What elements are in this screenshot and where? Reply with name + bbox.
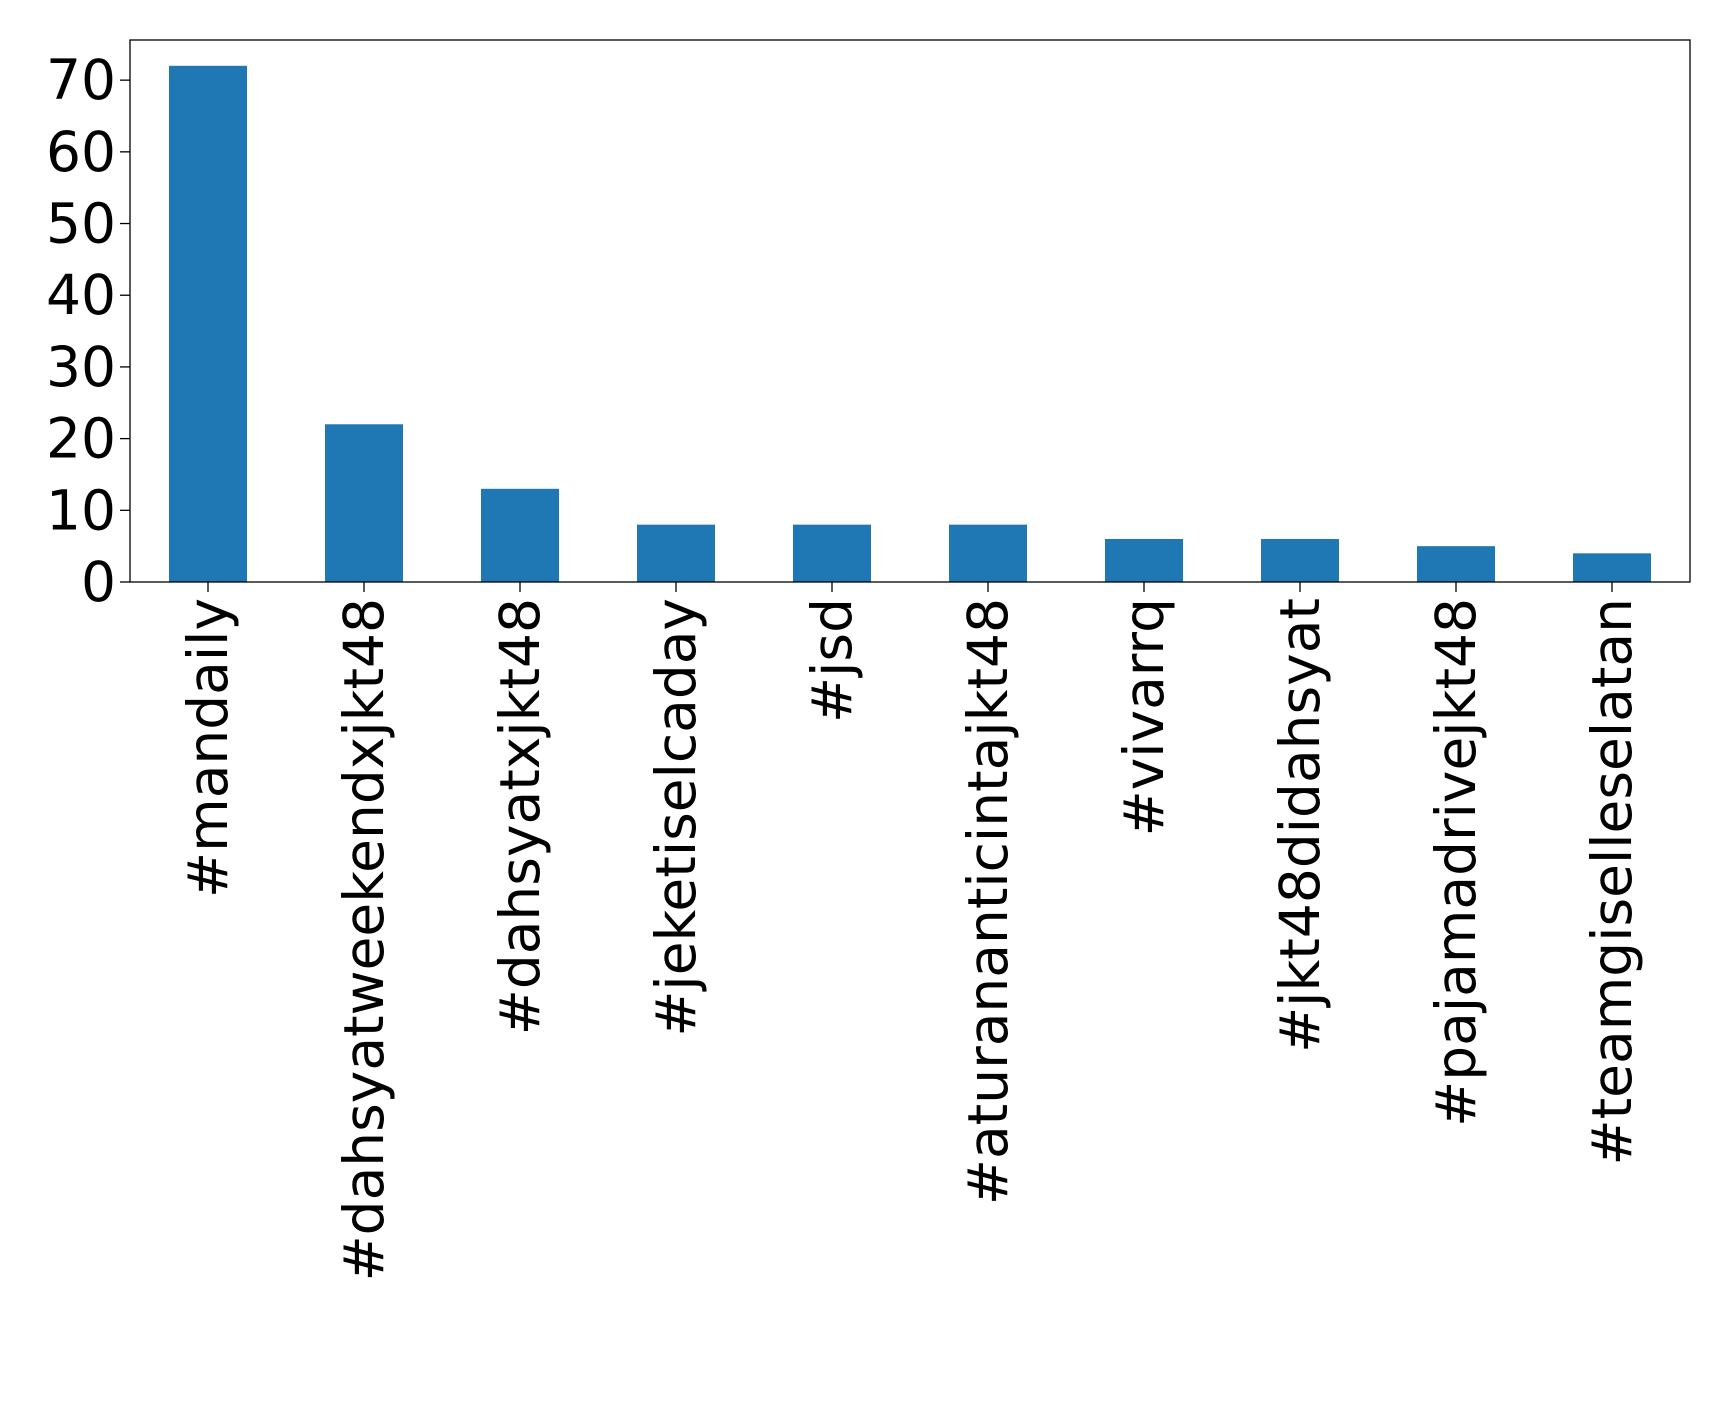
y-axis: 0 10 20 30 40 50 60 70 (46, 48, 130, 614)
plot-frame (129, 39, 1691, 583)
x-tick-label: #mandaily (176, 598, 240, 898)
y-tick-label: 70 (46, 48, 116, 112)
y-tick-label: 50 (46, 192, 116, 256)
bar-jsd (793, 524, 871, 582)
bar-jeketiselcaday (637, 524, 715, 582)
y-tick-label: 0 (81, 550, 116, 614)
x-tick-label: #pajamadrivejkt48 (1424, 598, 1488, 1127)
x-tick-label: #vivarrq (1112, 598, 1176, 836)
x-tick-label: #jeketiselcaday (644, 598, 708, 1037)
bar-vivarrq (1105, 538, 1183, 582)
x-tick-label: #teamgiselleselatan (1580, 598, 1644, 1165)
x-axis: #mandaily #dahsyatweekendxjkt48 #dahsyatxj… (176, 582, 1644, 1281)
x-tick-label: #jkt48didahsyat (1268, 598, 1332, 1053)
y-tick-label: 60 (46, 120, 116, 184)
bar-aturananticintajkt48 (949, 524, 1027, 582)
y-tick-label: 30 (46, 335, 116, 399)
bar-jkt48didahsyat (1261, 538, 1339, 582)
bar-teamgiselleselatan (1573, 553, 1651, 582)
bar-dahsyatxjkt48 (481, 488, 559, 582)
x-tick-label: #jsd (800, 598, 864, 723)
y-tick-label: 10 (46, 478, 116, 542)
x-tick-label: #aturananticintajkt48 (956, 598, 1020, 1205)
x-tick-label: #dahsyatweekendxjkt48 (332, 598, 396, 1281)
bars-group (169, 65, 1651, 583)
bar-dahsyatweekendxjkt48 (325, 424, 403, 582)
bar-pajamadrivejkt48 (1417, 546, 1495, 582)
x-tick-label: #dahsyatxjkt48 (488, 598, 552, 1035)
y-tick-label: 40 (46, 263, 116, 327)
y-tick-label: 20 (46, 407, 116, 471)
bar-mandaily (169, 65, 247, 583)
